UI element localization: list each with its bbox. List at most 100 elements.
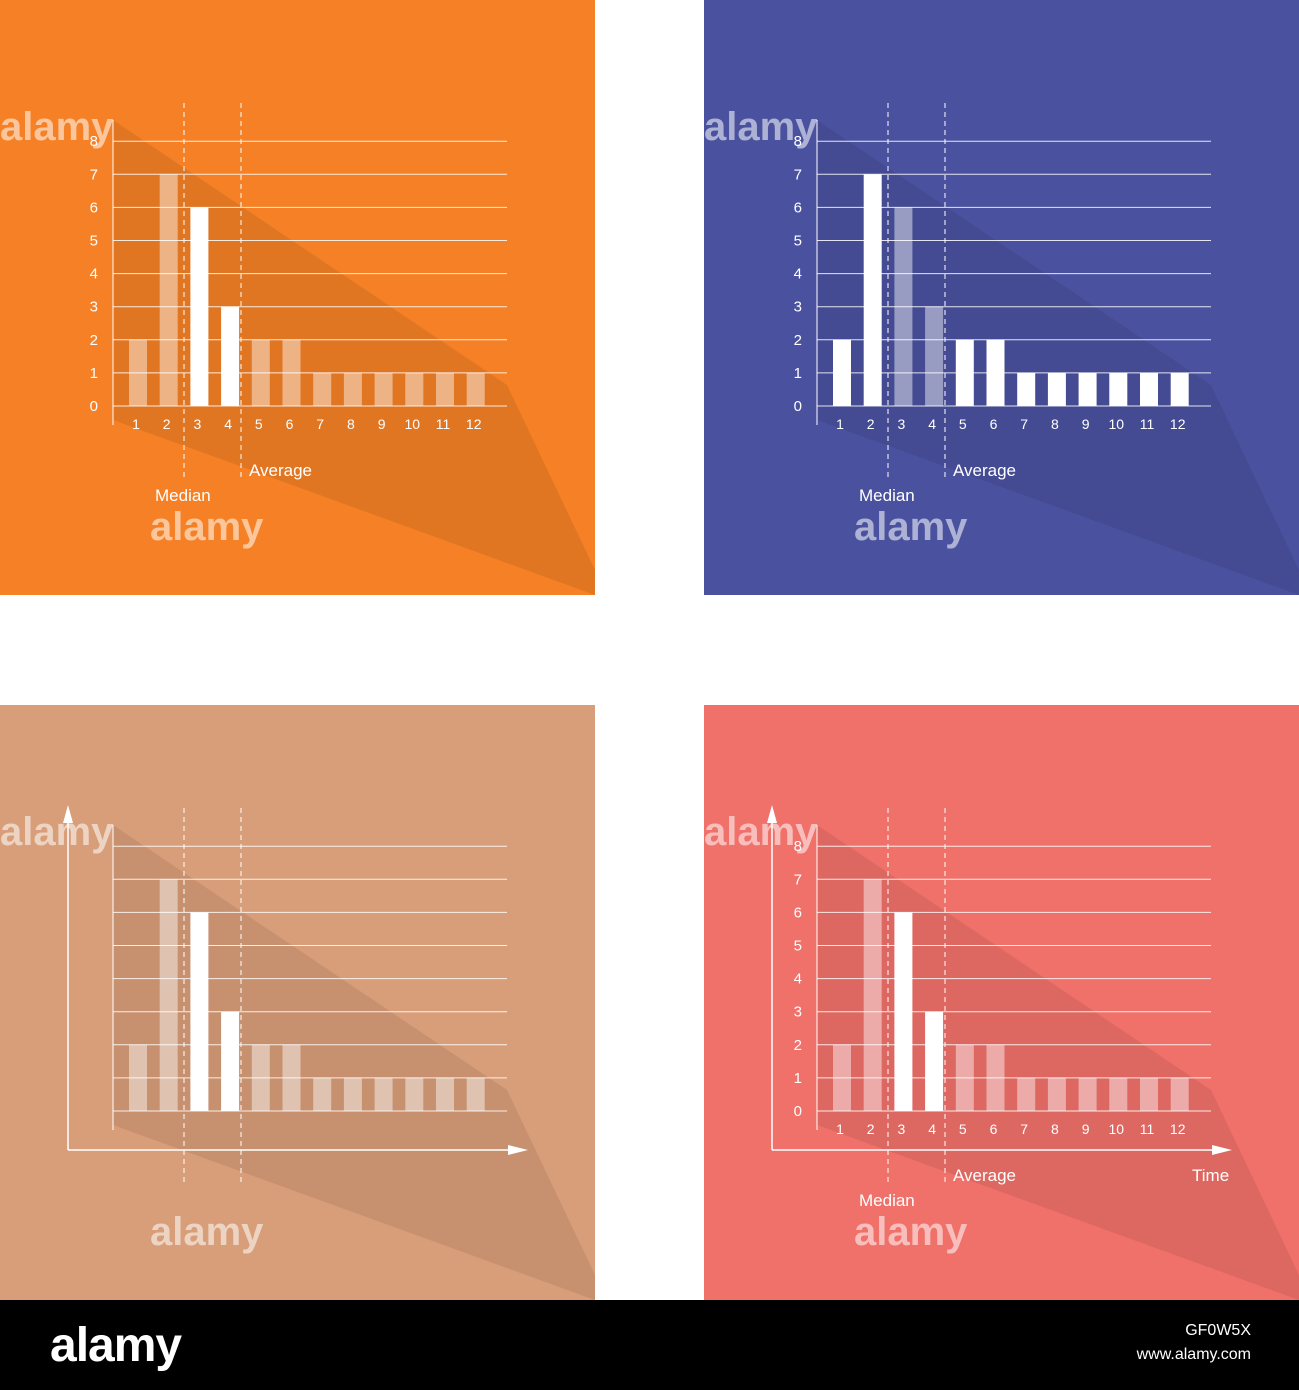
x-tick-label: 2	[867, 416, 875, 432]
x-tick-label: 6	[990, 1121, 998, 1137]
bar	[374, 372, 393, 406]
median-label: Median	[859, 1191, 915, 1210]
panel-background	[704, 705, 1299, 1300]
bar	[1047, 1077, 1066, 1111]
x-tick-label: 9	[378, 416, 386, 432]
bar	[313, 372, 332, 406]
bar	[1109, 1077, 1128, 1111]
y-tick-label: 6	[794, 199, 802, 216]
x-tick-label: 6	[990, 416, 998, 432]
bar	[1078, 372, 1097, 406]
y-tick-label: 8	[794, 838, 802, 855]
watermark-text: alamy	[854, 505, 968, 549]
bar	[129, 1044, 147, 1111]
watermark-text: alamy	[704, 105, 818, 149]
bar	[405, 1077, 424, 1111]
panel-background	[704, 0, 1299, 595]
x-tick-label: 2	[867, 1121, 875, 1137]
x-tick-label: 2	[163, 416, 171, 432]
median-label: Median	[859, 486, 915, 505]
y-tick-label: 3	[794, 299, 802, 316]
y-tick-label: 7	[794, 871, 802, 888]
y-tick-label: 2	[794, 332, 802, 349]
y-tick-label: 8	[90, 133, 98, 150]
bar	[159, 174, 178, 406]
time-label: Time	[1192, 1166, 1229, 1185]
watermark-text: alamy	[150, 1210, 264, 1254]
bar	[466, 1077, 485, 1111]
x-tick-label: 3	[898, 416, 906, 432]
y-tick-label: 4	[794, 266, 802, 283]
x-tick-label: 10	[405, 416, 421, 432]
chart-panel-tan: alamy alamy	[0, 705, 595, 1300]
y-tick-label: 4	[90, 266, 98, 283]
bar	[1109, 372, 1128, 406]
x-tick-label: 4	[928, 416, 936, 432]
y-tick-label: 4	[794, 971, 802, 988]
y-tick-label: 1	[794, 1070, 802, 1087]
bar	[405, 372, 424, 406]
x-tick-label: 1	[132, 416, 140, 432]
y-tick-label: 5	[794, 938, 802, 955]
average-label: Average	[249, 461, 312, 480]
x-tick-label: 10	[1109, 416, 1125, 432]
watermark-text: alamy	[704, 810, 818, 854]
bar	[1017, 372, 1036, 406]
bar	[1170, 372, 1189, 406]
chart-panel-orange: 1 2 3 4 5 6 7 8 9 10 11 12 0 1 2 3 4 5 6 7 8 Average Median ala…	[0, 0, 595, 595]
bar	[251, 1044, 270, 1111]
bar	[1140, 372, 1158, 406]
x-tick-label: 11	[1140, 416, 1155, 432]
x-tick-label: 11	[1140, 1121, 1155, 1137]
watermark-text: alamy	[150, 505, 264, 549]
long-shadow	[817, 825, 1299, 1300]
x-tick-label: 7	[1020, 1121, 1028, 1137]
x-tick-label: 4	[224, 416, 232, 432]
bar	[1078, 1077, 1097, 1111]
footer-bar	[0, 1300, 1299, 1390]
median-label: Median	[155, 486, 211, 505]
y-tick-label: 5	[794, 233, 802, 250]
bar	[863, 174, 882, 406]
bar	[1170, 1077, 1189, 1111]
y-tick-label: 7	[794, 166, 802, 183]
x-tick-label: 1	[836, 1121, 844, 1137]
bar-chart-tan: alamy alamy	[0, 705, 595, 1300]
bar	[894, 207, 913, 406]
x-axis-arrowhead	[1212, 1145, 1232, 1155]
bar	[313, 1077, 332, 1111]
panel-background	[0, 705, 595, 1300]
footer-url: www.alamy.com	[1136, 1346, 1251, 1363]
x-axis-arrowhead	[508, 1145, 528, 1155]
y-tick-label: 8	[794, 133, 802, 150]
y-tick-label: 6	[794, 904, 802, 921]
y-tick-label: 3	[90, 299, 98, 316]
chart-panel-coral: 1 2 3 4 5 6 7 8 9 10 11 12 0 1 2 3 4 5 6 7 8 Average Median Tim…	[704, 705, 1299, 1300]
bar	[343, 1077, 362, 1111]
footer-logo: alamy	[50, 1319, 182, 1372]
bar	[190, 912, 209, 1111]
y-tick-label: 0	[90, 398, 98, 415]
bar-chart-coral: 1 2 3 4 5 6 7 8 9 10 11 12012345678AverageMedianTim…	[704, 705, 1299, 1300]
bar	[894, 912, 913, 1111]
average-label: Average	[953, 461, 1016, 480]
bar	[129, 339, 147, 406]
bar	[1017, 1077, 1036, 1111]
footer-image-id: GF0W5X	[1185, 1322, 1251, 1339]
x-tick-label: 12	[1170, 1121, 1186, 1137]
x-tick-label: 5	[959, 416, 967, 432]
bar-chart-orange: 1 2 3 4 5 6 7 8 9 10 11 12012345678AverageMedianala…	[0, 0, 595, 595]
x-tick-label: 3	[194, 416, 202, 432]
watermark-text: alamy	[0, 105, 114, 149]
x-tick-label: 8	[1051, 416, 1059, 432]
long-shadow	[113, 825, 595, 1300]
x-tick-label: 10	[1109, 1121, 1125, 1137]
long-shadow	[113, 120, 595, 595]
average-label: Average	[953, 1166, 1016, 1185]
bar	[925, 1011, 944, 1111]
long-shadow	[817, 120, 1299, 595]
bar	[282, 1044, 301, 1111]
x-tick-label: 8	[347, 416, 355, 432]
bar	[221, 1011, 240, 1111]
x-tick-label: 7	[316, 416, 324, 432]
